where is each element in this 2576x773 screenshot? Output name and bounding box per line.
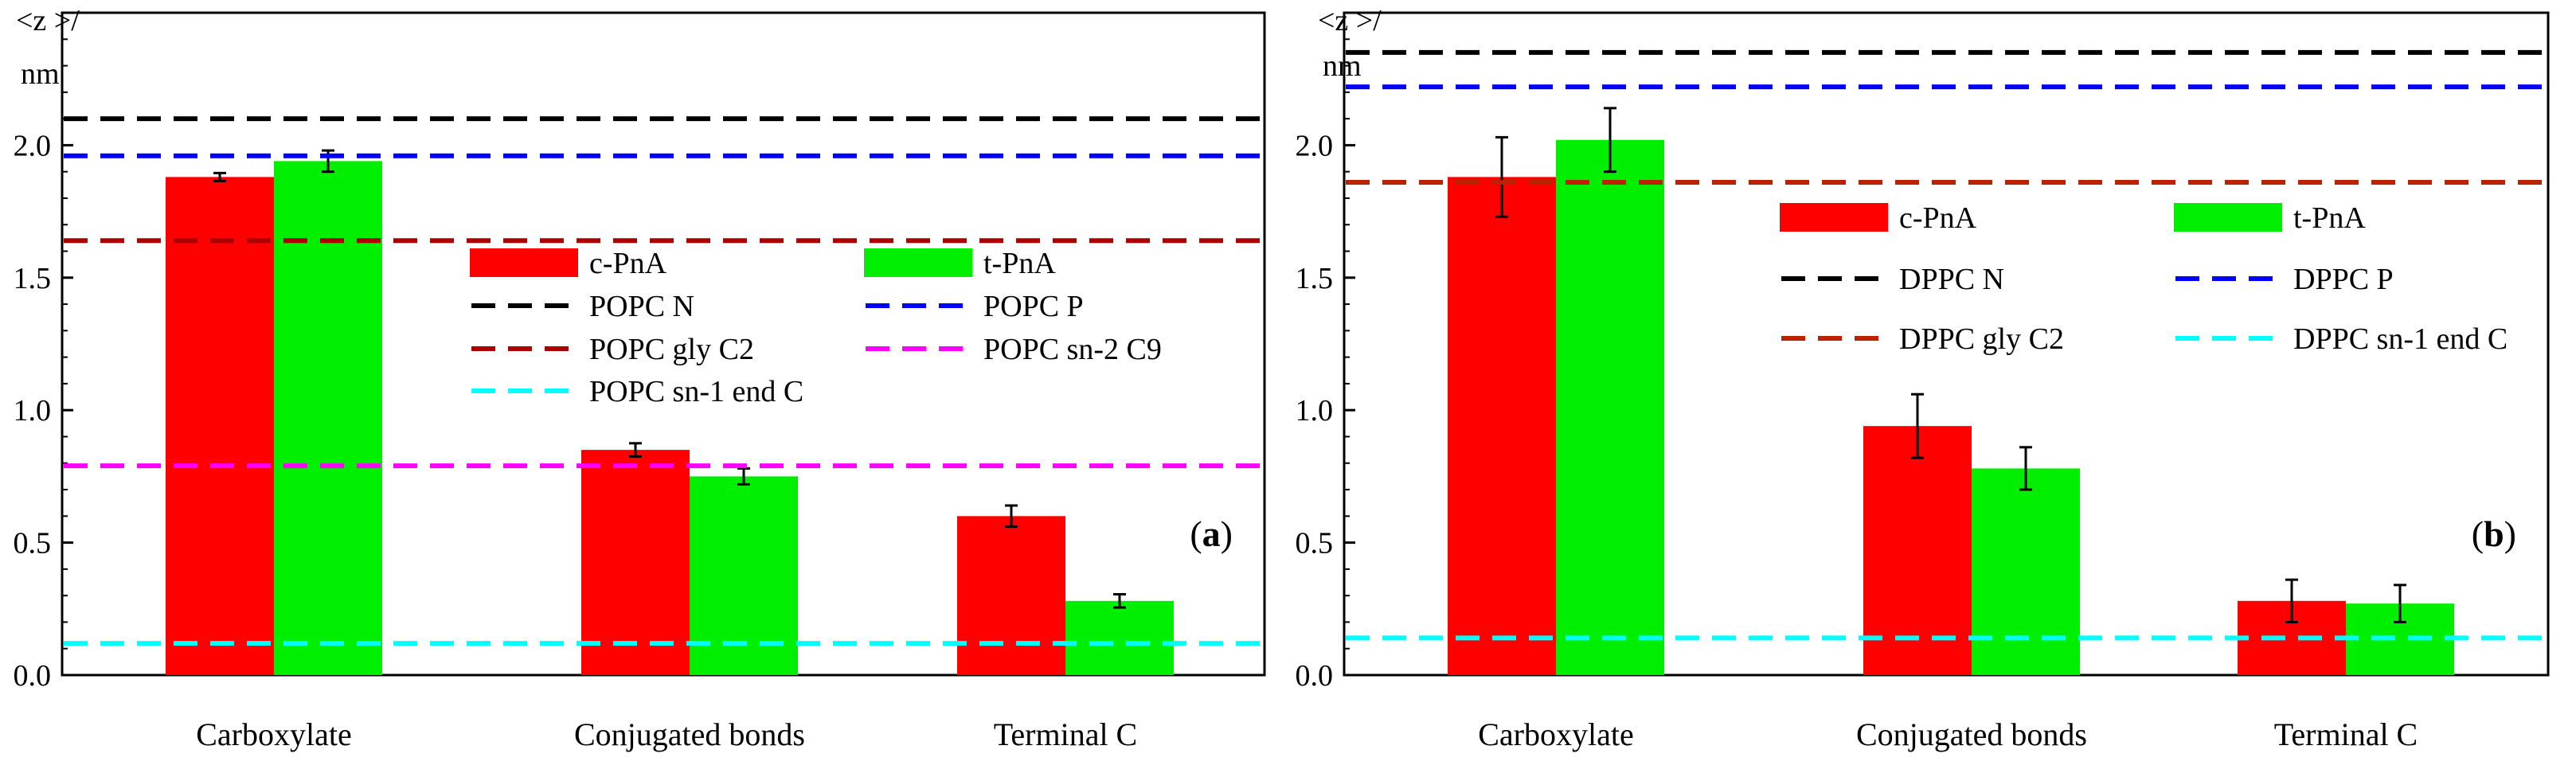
category-label: Terminal C — [2274, 716, 2418, 752]
legend-label: DPPC P — [2293, 263, 2394, 296]
legend-label: POPC sn-1 end C — [589, 375, 803, 408]
y-tick-label: 1.0 — [1296, 394, 1334, 427]
legend-label: t-PnA — [983, 247, 1056, 280]
y-tick-label: 0.0 — [1296, 659, 1334, 693]
legend-label: c-PnA — [1899, 201, 1977, 235]
legend-label: DPPC N — [1899, 263, 2004, 296]
legend-label: POPC P — [983, 290, 1084, 323]
panel-letter: b — [2484, 513, 2504, 554]
legend: c-PnA t-PnA POPC N POPC P POPC gly C2 POPC sn… — [470, 247, 1162, 408]
panel-label: (b) — [2472, 513, 2516, 554]
legend-label: POPC gly C2 — [589, 333, 754, 366]
y-tick-label: 2.0 — [14, 129, 52, 162]
y-axis-unit: nm — [1323, 49, 1362, 83]
legend-label: DPPC sn-1 end C — [2293, 322, 2508, 356]
y-axis-unit: nm — [21, 57, 60, 91]
category-label: Carboxylate — [1478, 716, 1634, 752]
legend-label: c-PnA — [589, 247, 667, 280]
y-tick-label: 1.5 — [1296, 262, 1334, 295]
panel-label: (a) — [1190, 513, 1233, 554]
y-tick-label: 0.5 — [14, 527, 52, 560]
legend-label: POPC sn-2 C9 — [983, 333, 1162, 366]
panel-letter: a — [1202, 513, 1221, 554]
y-tick-label: 2.0 — [1296, 129, 1334, 162]
category-label: Conjugated bonds — [1856, 716, 2087, 752]
bar-c-pna-1 — [581, 450, 690, 675]
category-label: Carboxylate — [196, 716, 352, 752]
legend: c-PnA t-PnA DPPC N DPPC P DPPC gly C2 DPPC sn… — [1780, 201, 2508, 356]
y-tick-label: 1.0 — [14, 394, 52, 427]
bar-t-pna-0 — [274, 161, 382, 676]
panel-a: 0.0 0.5 1.0 1.5 2.0 <z >/ nm Carboxylate Conjuga… — [14, 4, 1266, 752]
legend-swatch-bar — [2174, 203, 2282, 232]
legend-swatch-bar — [470, 248, 578, 277]
legend-swatch-bar — [864, 248, 972, 277]
bar-c-pna-2 — [957, 516, 1065, 675]
y-axis-label: <z >/ — [1318, 4, 1382, 37]
y-tick-label: 0.0 — [14, 659, 52, 693]
y-axis-label: <z >/ — [16, 4, 80, 37]
bar-c-pna-0 — [166, 177, 274, 675]
y-tick-label: 0.5 — [1296, 527, 1334, 560]
bar-c-pna-0 — [1448, 177, 1556, 675]
bar-c-pna-1 — [1863, 426, 1972, 675]
legend-label: DPPC gly C2 — [1899, 322, 2064, 356]
legend-label: POPC N — [589, 290, 694, 323]
y-tick-label: 1.5 — [14, 262, 52, 295]
legend-swatch-bar — [1780, 203, 1888, 232]
bar-t-pna-0 — [1556, 139, 1664, 675]
category-label: Terminal C — [994, 716, 1138, 752]
bar-t-pna-2 — [1065, 600, 1174, 675]
bar-t-pna-1 — [1972, 468, 2080, 675]
category-label: Conjugated bonds — [574, 716, 805, 752]
panel-b: 0.0 0.5 1.0 1.5 2.0 <z >/ nm Carboxylate Conjuga… — [1296, 4, 2550, 752]
legend-label: t-PnA — [2293, 201, 2366, 235]
